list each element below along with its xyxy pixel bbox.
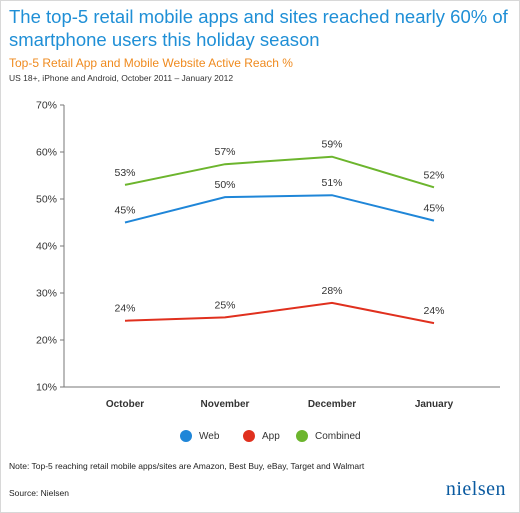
data-label: 24% [114, 303, 135, 315]
y-tick-label: 10% [36, 382, 57, 394]
data-label: 28% [321, 285, 342, 297]
legend-label: Web [199, 430, 220, 442]
data-label: 50% [214, 179, 235, 191]
chart-subnote: US 18+, iPhone and Android, October 2011… [9, 73, 234, 83]
legend-marker [296, 430, 308, 442]
footnote: Note: Top-5 reaching retail mobile apps/… [9, 461, 365, 471]
series-line-app [124, 301, 435, 325]
data-label: 45% [114, 205, 135, 217]
legend-item-app: App [243, 430, 280, 442]
y-tick-label: 60% [36, 147, 57, 159]
y-tick-label: 50% [36, 194, 57, 206]
y-tick-label: 40% [36, 241, 57, 253]
data-label: 24% [423, 305, 444, 317]
chart-subtitle: Top-5 Retail App and Mobile Website Acti… [9, 56, 293, 70]
legend-label: App [262, 430, 280, 442]
x-tick-label: January [415, 399, 454, 410]
x-tick-label: October [106, 399, 144, 410]
chart-title: The top-5 retail mobile apps and sites r… [9, 6, 508, 50]
legend-marker [243, 430, 255, 442]
y-tick-label: 70% [36, 100, 57, 112]
data-label: 45% [423, 203, 444, 215]
y-tick-label: 20% [36, 335, 57, 347]
series-line-web [124, 194, 435, 224]
data-label: 25% [214, 299, 235, 311]
data-label: 59% [321, 139, 342, 151]
legend-item-combined: Combined [296, 430, 361, 442]
line-chart: 10% 20% 30% 40% 50% 60% 70% October November Dece… [36, 100, 500, 410]
data-label: 52% [423, 169, 444, 181]
nielsen-logo: nielsen [445, 478, 506, 500]
source-note: Source: Nielsen [9, 488, 70, 498]
legend-marker [180, 430, 192, 442]
x-tick-label: December [308, 399, 356, 410]
series-line-combined [124, 155, 435, 189]
y-tick-label: 30% [36, 288, 57, 300]
data-label: 57% [214, 146, 235, 158]
x-tick-label: November [201, 399, 250, 410]
data-label: 53% [114, 167, 135, 179]
legend-item-web: Web [180, 430, 219, 442]
data-label: 51% [321, 177, 342, 189]
legend-label: Combined [315, 430, 361, 442]
